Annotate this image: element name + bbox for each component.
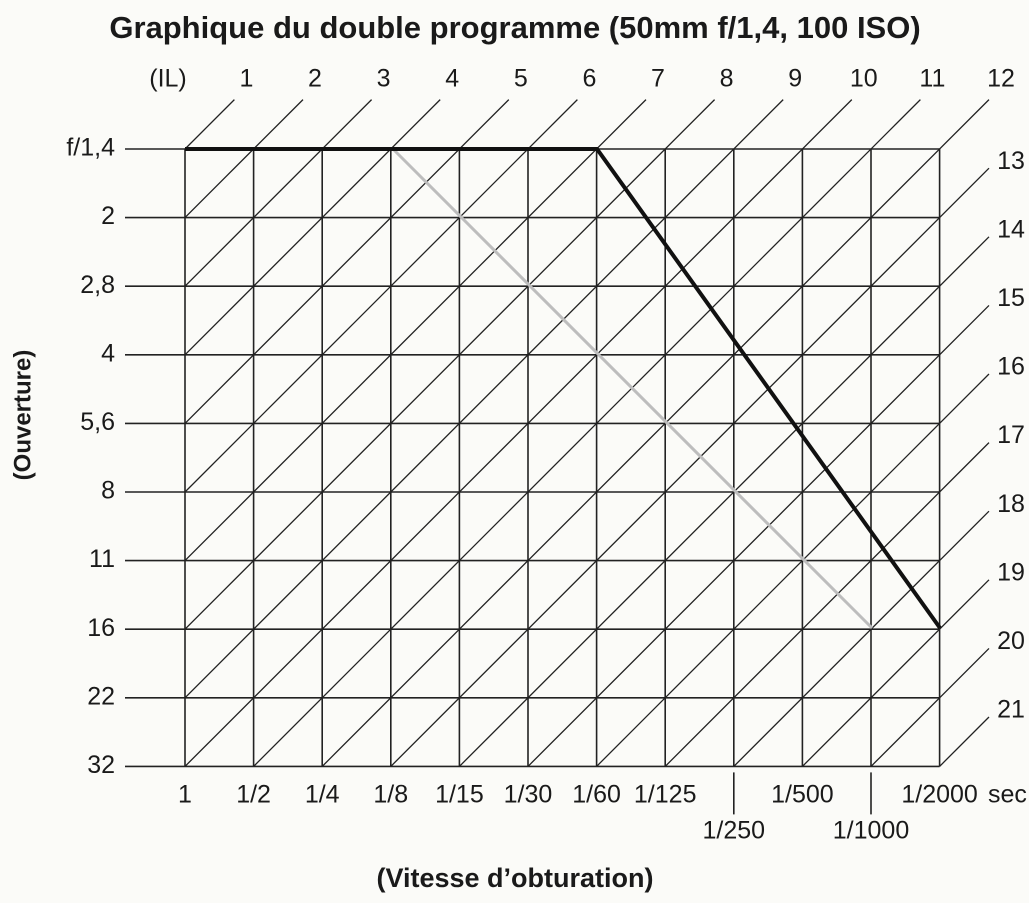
ev-label: 5 xyxy=(514,65,528,93)
shutter-label: 1/2 xyxy=(236,781,271,809)
ev-label: 16 xyxy=(997,353,1025,381)
aperture-label: 5,6 xyxy=(80,408,115,436)
ev-label: 17 xyxy=(997,421,1025,449)
ev-label: 13 xyxy=(997,147,1025,175)
ev-label: 8 xyxy=(720,65,734,93)
ev-line xyxy=(596,373,990,767)
aperture-label: f/1,4 xyxy=(66,134,115,162)
program-line-alt xyxy=(391,147,874,630)
ev-line xyxy=(321,99,990,767)
shutter-axis-label: (Vitesse d’obturation) xyxy=(376,863,653,893)
ev-label: 14 xyxy=(997,215,1025,243)
ev-label: 19 xyxy=(997,558,1025,586)
ev-line xyxy=(184,99,304,219)
ev-label: 20 xyxy=(997,627,1025,655)
shutter-unit: sec xyxy=(988,781,1027,809)
shutter-label: 1/2000 xyxy=(901,781,977,809)
ev-label: 12 xyxy=(987,65,1015,93)
ev-line xyxy=(801,579,990,767)
shutter-label: 1 xyxy=(178,781,192,809)
ev-label: 4 xyxy=(445,65,459,93)
ev-line xyxy=(733,510,990,767)
aperture-label: 32 xyxy=(87,751,115,779)
program-line xyxy=(185,147,942,630)
ev-line xyxy=(939,716,990,767)
ev-label: 2 xyxy=(308,65,322,93)
shutter-label: 1/500 xyxy=(771,781,834,809)
ev-line xyxy=(184,99,235,150)
ev-line xyxy=(184,99,578,493)
shutter-label: 1/15 xyxy=(435,781,484,809)
ev-label: 7 xyxy=(651,65,665,93)
ev-line xyxy=(253,99,921,767)
aperture-label: 11 xyxy=(89,545,115,573)
ev-label: 15 xyxy=(997,284,1025,312)
title: Graphique du double programme (50mm f/1,… xyxy=(109,10,920,45)
ev-line xyxy=(664,442,990,767)
aperture-axis-label: (Ouverture) xyxy=(9,350,36,481)
shutter-label: 1/125 xyxy=(634,781,697,809)
ev-label: 21 xyxy=(997,696,1025,724)
ev-line xyxy=(184,99,510,424)
aperture-label: 4 xyxy=(101,339,115,367)
aperture-label: 8 xyxy=(101,477,115,505)
ev-line xyxy=(184,99,441,356)
ev-line xyxy=(458,236,990,767)
ev-line xyxy=(184,99,373,287)
ev-line xyxy=(527,304,990,767)
shutter-label: 1/60 xyxy=(572,781,621,809)
shutter-label: 1/4 xyxy=(305,781,340,809)
aperture-label: 2,8 xyxy=(80,271,115,299)
ev-line xyxy=(184,99,853,767)
aperture-label: 16 xyxy=(87,614,115,642)
aperture-label: 22 xyxy=(87,682,115,710)
ev-label: 11 xyxy=(919,65,945,93)
shutter-label: 1/1000 xyxy=(833,817,909,845)
ev-label: 3 xyxy=(377,65,391,93)
aperture-label: 2 xyxy=(101,202,115,230)
ev-line xyxy=(184,99,647,562)
ev-line xyxy=(870,647,990,767)
ev-line xyxy=(184,99,716,630)
ev-label: (IL) xyxy=(149,65,187,93)
shutter-label: 1/8 xyxy=(373,781,408,809)
ev-label: 10 xyxy=(850,65,878,93)
shutter-label: 1/30 xyxy=(504,781,553,809)
ev-label: 6 xyxy=(582,65,596,93)
grid xyxy=(125,99,990,815)
ev-label: 18 xyxy=(997,490,1025,518)
ev-line xyxy=(184,99,784,699)
ev-label: 1 xyxy=(239,65,253,93)
shutter-label: 1/250 xyxy=(703,817,766,845)
ev-line xyxy=(390,167,990,767)
ev-label: 9 xyxy=(788,65,802,93)
